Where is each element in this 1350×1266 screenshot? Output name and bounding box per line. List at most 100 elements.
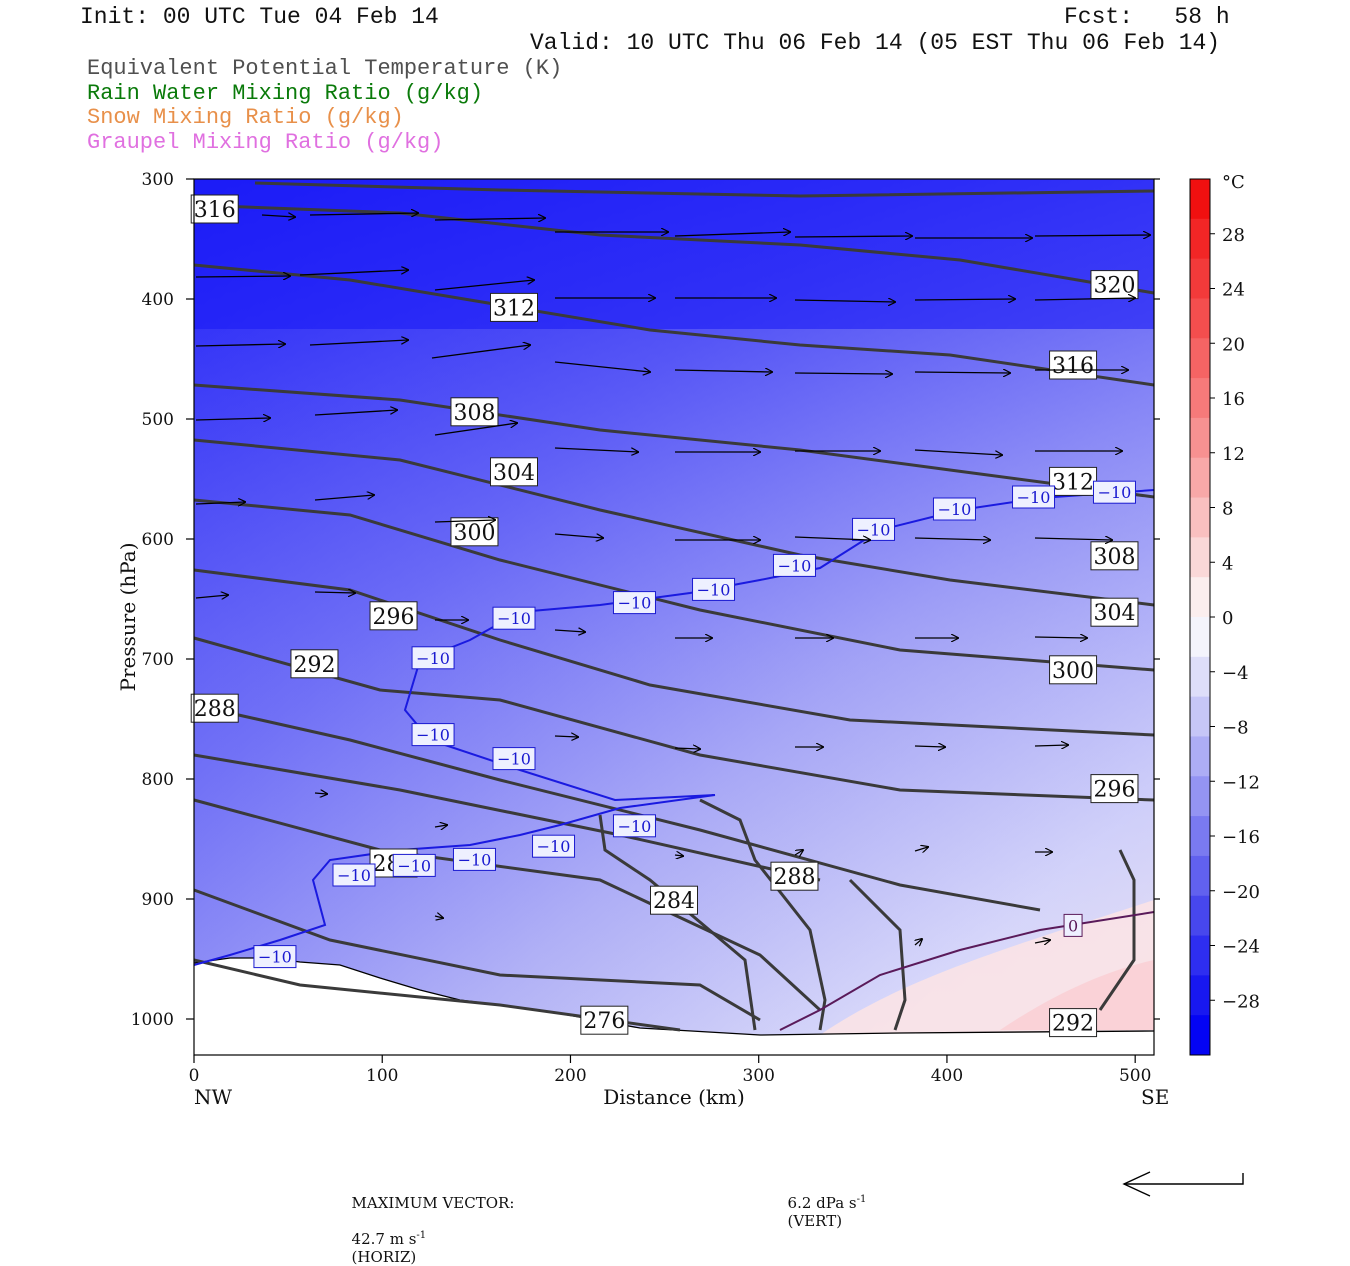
theta-e-label: 312 [1052, 470, 1094, 495]
isotherm-label-box [1063, 913, 1083, 937]
forecast-hour: Fcst: 58 h [1064, 4, 1230, 30]
x-tick-label: 200 [554, 1066, 586, 1086]
isotherm-label: −10 [416, 649, 450, 668]
isotherm-label-box [932, 497, 976, 521]
colorbar-unit: °C [1222, 172, 1245, 193]
x-axis-label: Distance (km) [603, 1085, 745, 1109]
colorbar-label: 4 [1222, 553, 1233, 574]
theta-e-label-box [190, 194, 239, 224]
theta-e-label-box [490, 292, 538, 322]
colorbar-label: 0 [1222, 608, 1233, 629]
colorbar-swatch [1190, 1015, 1210, 1056]
colorbar-swatch [1190, 935, 1210, 976]
x-tick-label: 500 [1119, 1066, 1151, 1086]
colorbar-swatch [1190, 617, 1210, 658]
colorbar-label: 28 [1222, 225, 1245, 246]
theta-e-label-box [1090, 597, 1139, 627]
temperature-colorbar [1189, 178, 1211, 1056]
x-end-label-left: NW [194, 1085, 233, 1109]
colorbar-swatch [1190, 696, 1210, 737]
colorbar-labels: 28 24 20 16 12 8 4 0 −4 −8 −12 −16 −20 −24 −28 [1210, 225, 1260, 1012]
colorbar-label: −20 [1222, 882, 1260, 903]
y-tick-label: 300 [142, 170, 174, 190]
theta-e-label-box [650, 885, 698, 915]
reference-vector [1122, 1171, 1244, 1197]
theta-e-label-box [580, 1005, 629, 1035]
colorbar-swatch [1190, 537, 1210, 578]
theta-e-label-box [1049, 1008, 1098, 1038]
colorbar-label: −28 [1222, 991, 1260, 1012]
legend-graupel: Graupel Mixing Ratio (g/kg) [87, 130, 444, 155]
isotherm-label-box [492, 747, 536, 771]
theta-e-label-box [190, 693, 239, 723]
horiz-unit: (HORIZ) [351, 1248, 417, 1266]
theta-e-label-box [1090, 774, 1139, 804]
cross-section-chart: 3163123083043002962922882802842882763203… [116, 170, 1260, 1197]
theta-e-label-box [369, 601, 418, 631]
theta-e-label: 300 [1052, 659, 1094, 684]
colorbar-swatch [1190, 258, 1210, 299]
colorbar-swatch [1190, 816, 1210, 857]
isotherm-label: −10 [258, 948, 292, 967]
y-axis-label: Pressure (hPa) [116, 543, 140, 692]
isotherm-label: −10 [537, 837, 571, 856]
theta-e-label: 296 [1093, 778, 1135, 803]
theta-e-label: 284 [653, 889, 695, 914]
colorbar-label: −24 [1222, 937, 1260, 958]
colorbar-swatch [1190, 855, 1210, 897]
theta-e-label-box [1049, 350, 1098, 380]
isotherm-label-box [411, 723, 455, 747]
x-tick-label: 300 [742, 1066, 774, 1086]
y-tick-label: 400 [142, 290, 174, 310]
theta-e-label: 288 [773, 865, 815, 890]
colorbar-label: 12 [1222, 444, 1245, 465]
colorbar-swatch [1190, 656, 1210, 698]
isotherm-label: −10 [618, 594, 652, 613]
isotherm-label-box [612, 814, 656, 838]
y-tick-label: 600 [142, 530, 174, 550]
y-tick-label: 800 [142, 770, 174, 790]
y-tick-label: 700 [142, 650, 174, 670]
isotherm-label-box [532, 834, 576, 858]
max-vector-line: MAXIMUM VECTOR: 42.7 m s-1 (HORIZ) [342, 1176, 515, 1266]
isotherm-label-box [492, 606, 536, 630]
isotherm-label-box [253, 945, 297, 969]
colorbar-label: 8 [1222, 499, 1233, 520]
colorbar-label: −4 [1222, 663, 1249, 684]
theta-e-label: 308 [1093, 545, 1135, 570]
theta-e-label: 296 [373, 605, 415, 630]
theta-e-label-box [1090, 270, 1139, 300]
theta-e-label: 320 [1093, 274, 1135, 299]
theta-e-label: 304 [1093, 601, 1135, 626]
isotherm-label: −10 [497, 750, 531, 769]
colorbar-swatch [1190, 417, 1210, 459]
isotherm-label: −10 [1098, 483, 1132, 502]
colorbar-swatch [1190, 975, 1210, 1016]
theta-e-label: 308 [453, 401, 495, 426]
colorbar-swatch [1190, 895, 1210, 937]
plot-frame [193, 178, 1155, 1056]
colorbar-swatch [1190, 179, 1210, 220]
isotherm-label: −10 [697, 580, 731, 599]
vert-value: 6.2 dPa s [787, 1194, 857, 1212]
max-vector-label: MAXIMUM VECTOR: [351, 1194, 515, 1212]
x-tick-label: 0 [189, 1066, 200, 1086]
x-tick-label: 400 [931, 1066, 963, 1086]
colorbar-label: 20 [1222, 334, 1245, 355]
horiz-exponent: -1 [416, 1230, 427, 1241]
isotherm-label: −10 [938, 500, 972, 519]
wind-vectors [195, 213, 1150, 945]
isotherm-label: −10 [497, 609, 531, 628]
isotherm-label: −10 [1017, 488, 1051, 507]
colorbar-swatch [1190, 457, 1210, 499]
legend-snow: Snow Mixing Ratio (g/kg) [87, 105, 404, 130]
terrain [194, 958, 1154, 1055]
isotherm-labels: −10 −10 −10 −10 −10 −10 −10 −10 −10 −10 −10 −10 −10 −… [253, 480, 1136, 969]
x-end-label-right: SE [1141, 1085, 1169, 1109]
x-tick-label: 100 [366, 1066, 398, 1086]
vert-vector-line: 6.2 dPa s-1 (VERT) [778, 1176, 867, 1230]
isotherm-label-box [852, 517, 896, 541]
isotherm-label-box [332, 863, 376, 887]
init-time: Init: 00 UTC Tue 04 Feb 14 [80, 4, 439, 30]
isotherm-label-box [392, 853, 436, 877]
